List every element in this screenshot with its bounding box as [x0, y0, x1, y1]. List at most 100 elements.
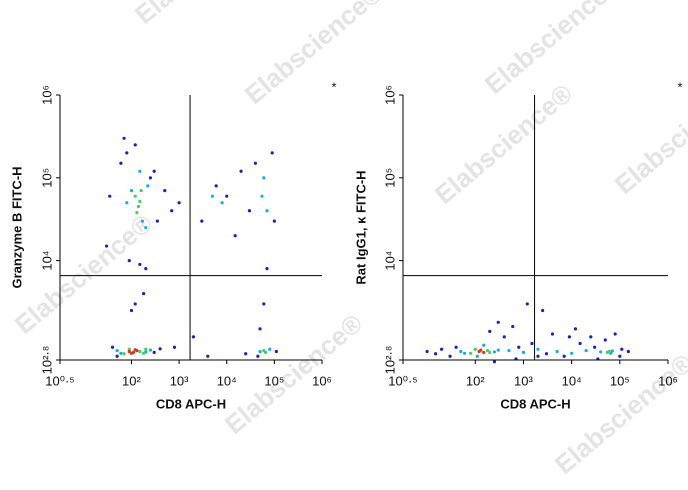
- event-dot: [502, 335, 506, 339]
- event-dot: [119, 351, 123, 355]
- event-dot: [262, 302, 266, 306]
- event-dot: [589, 335, 593, 339]
- event-dot: [482, 350, 486, 354]
- event-dot: [618, 354, 622, 358]
- event-dot: [139, 189, 143, 193]
- event-dot: [142, 351, 146, 355]
- event-dot: [507, 348, 511, 353]
- y-axis-label: Rat IgG1, κ FITC-H: [353, 170, 368, 284]
- event-dot: [152, 350, 156, 354]
- watermark: Elabscience®: [9, 208, 158, 340]
- event-dot: [258, 327, 262, 331]
- watermark: Elabscience®: [549, 348, 688, 480]
- event-dot: [439, 347, 444, 351]
- x-tick-label: 10³: [514, 373, 533, 388]
- y-tick-label: 10⁴: [39, 251, 54, 271]
- event-dot: [104, 244, 109, 248]
- event-dot: [268, 347, 272, 351]
- event-dot: [492, 350, 497, 354]
- event-dot: [206, 354, 210, 358]
- y-tick-label: 10²·⁸: [382, 346, 397, 375]
- event-dot: [525, 302, 529, 306]
- x-tick-label: 10⁶: [312, 373, 332, 388]
- x-tick-label: 10⁵: [610, 373, 630, 388]
- event-dot: [599, 350, 603, 354]
- event-dot: [170, 209, 174, 213]
- event-dot: [485, 348, 490, 353]
- event-dot: [115, 354, 119, 358]
- event-dot: [155, 219, 159, 223]
- event-dot: [214, 184, 218, 188]
- event-dot: [163, 189, 167, 193]
- event-dot: [144, 226, 148, 230]
- watermark: Elabscience®: [609, 68, 688, 200]
- event-dot: [567, 335, 572, 339]
- event-dot: [177, 201, 181, 205]
- event-dot: [210, 194, 214, 198]
- event-dot: [133, 194, 137, 198]
- event-dot: [142, 291, 146, 296]
- event-dot: [152, 169, 156, 173]
- event-dot: [479, 348, 483, 352]
- x-tick-label: 10⁴: [217, 373, 237, 388]
- event-dot: [129, 351, 134, 355]
- event-dot: [148, 348, 153, 352]
- y-tick-label: 10⁶: [382, 85, 397, 105]
- event-dot: [225, 194, 229, 198]
- event-dot: [536, 354, 540, 358]
- event-dot: [578, 341, 582, 346]
- event-dot: [488, 350, 492, 354]
- event-dot: [555, 349, 559, 354]
- event-dot: [603, 338, 607, 342]
- event-dot: [550, 332, 555, 336]
- event-dot: [454, 345, 458, 349]
- x-tick-label: 10²: [466, 373, 485, 388]
- event-dot: [253, 161, 258, 165]
- event-dot: [274, 349, 278, 354]
- watermark: Elabscience®: [429, 78, 578, 210]
- event-dot: [488, 329, 492, 333]
- event-dot: [265, 209, 269, 213]
- event-dot: [125, 151, 129, 155]
- event-dot: [593, 345, 597, 349]
- event-dot: [270, 151, 274, 155]
- event-dot: [626, 349, 630, 354]
- event-dot: [125, 201, 129, 205]
- event-dot: [260, 194, 264, 198]
- event-dot: [144, 347, 148, 351]
- event-dot: [256, 354, 260, 358]
- event-dot: [138, 349, 142, 354]
- event-dot: [140, 219, 145, 223]
- event-dot: [613, 332, 617, 336]
- event-dot: [148, 176, 153, 180]
- watermark: Elabscience®: [219, 308, 368, 440]
- event-dot: [610, 349, 614, 353]
- event-dot: [492, 360, 497, 364]
- event-dot: [200, 219, 204, 223]
- x-axis-label: CD8 APC-H: [156, 396, 226, 411]
- event-dot: [133, 143, 137, 147]
- x-tick-label: 10⁶: [658, 373, 678, 388]
- event-dot: [448, 354, 452, 358]
- x-tick-label: 10²: [122, 373, 141, 388]
- event-dot: [263, 350, 268, 354]
- y-tick-label: 10²·⁸: [39, 346, 54, 375]
- event-dot: [475, 354, 479, 358]
- event-dot: [119, 161, 123, 165]
- event-dot: [233, 234, 237, 238]
- event-dot: [496, 320, 500, 324]
- event-dot: [129, 308, 134, 313]
- x-tick-label: 10⁰·⁵: [45, 373, 74, 388]
- x-axis-label: CD8 APC-H: [500, 396, 570, 411]
- event-dot: [473, 347, 477, 351]
- y-axis-label: Granzyme B FITC-H: [9, 166, 24, 288]
- event-dot: [239, 169, 243, 173]
- event-dot: [482, 343, 486, 347]
- event-dot: [536, 347, 540, 351]
- event-dot: [129, 189, 134, 193]
- event-dot: [191, 335, 196, 339]
- event-dot: [158, 347, 162, 351]
- event-dot: [433, 352, 438, 356]
- event-dot: [544, 352, 549, 356]
